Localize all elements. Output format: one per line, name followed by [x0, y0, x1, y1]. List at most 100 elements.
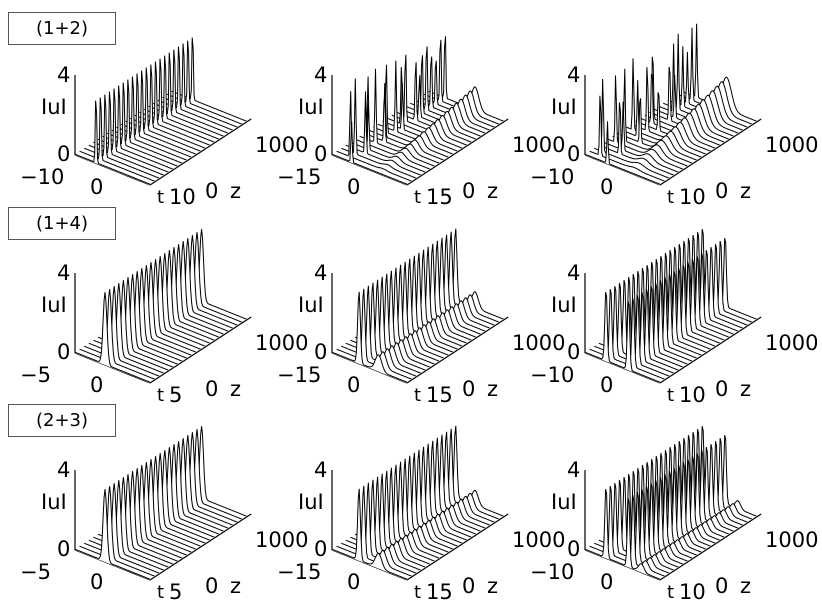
y-tick-label-min: 0: [567, 340, 581, 364]
t-tick-label-right: 15: [426, 383, 453, 407]
y-tick-label-max: 4: [57, 458, 71, 482]
t-tick-label-left: −10: [530, 363, 575, 387]
y-tick-label-max: 4: [57, 261, 71, 285]
series-line: [584, 291, 661, 383]
curve-fill: [378, 60, 453, 155]
z-tick-label-max: 1000: [255, 528, 309, 552]
z-axis-label: z: [740, 377, 752, 401]
y-tick-label-max: 4: [314, 458, 328, 482]
series-line: [331, 121, 408, 185]
t-tick-label-right: 10: [679, 185, 706, 209]
waterfall-panel: 4 IuI 0 −10 0 10 t 0 z 1000: [530, 228, 819, 408]
t-axis-label: t: [157, 582, 165, 603]
series-line: [331, 488, 408, 580]
z-axis-label: z: [740, 574, 752, 598]
z-tick-label-min: 0: [715, 574, 729, 598]
z-axis-label: z: [487, 574, 499, 598]
z-tick-label-max: 1000: [765, 331, 819, 355]
t-tick-label-left: −10: [530, 560, 575, 584]
z-tick-label-max: 1000: [255, 331, 309, 355]
waterfall-panel: 4 IuI 0 −15 0 15 t 0 z 1000: [277, 425, 565, 605]
y-tick-label-min: 0: [314, 340, 328, 364]
waterfall-plot: [584, 228, 762, 384]
y-axis-label: IuI: [298, 95, 324, 119]
t-axis-label: t: [157, 385, 165, 406]
y-tick-label-max: 4: [567, 458, 581, 482]
series-line: [79, 289, 155, 380]
waterfall-plot: [331, 36, 509, 186]
y-tick-label-min: 0: [567, 537, 581, 561]
y-axis-label: IuI: [298, 490, 324, 514]
z-tick-label-min: 0: [205, 574, 219, 598]
series-line: [83, 483, 160, 574]
z-tick-label-min: 0: [462, 377, 476, 401]
t-tick-label-right: 5: [169, 383, 183, 407]
t-tick-label-left: −15: [277, 363, 322, 387]
z-axis-label: z: [487, 377, 499, 401]
y-tick-label-min: 0: [314, 142, 328, 166]
waterfall-panel: 4 IuI 0 −15 0 15 t 0 z 1000: [277, 228, 565, 408]
waterfall-panel: 4 IuI 0 −10 0 10 t 0 z 1000: [530, 425, 819, 605]
t-tick-label-mid: 0: [347, 373, 361, 397]
row-label-3: (2+3): [8, 404, 116, 437]
t-axis-label: t: [414, 582, 422, 603]
y-tick-label-max: 4: [314, 261, 328, 285]
series-line: [74, 489, 151, 580]
waterfall-plot: [331, 425, 509, 581]
y-axis-label: IuI: [41, 95, 67, 119]
t-axis-label: t: [414, 187, 422, 208]
z-axis-label: z: [230, 377, 242, 401]
y-axis-label: IuI: [551, 490, 577, 514]
curve-fill: [75, 489, 150, 580]
t-tick-label-left: −5: [20, 363, 51, 387]
waterfall-plot: [331, 228, 509, 384]
t-tick-label-right: 15: [426, 580, 453, 604]
t-tick-label-left: −10: [530, 165, 575, 189]
series-line: [340, 78, 417, 179]
series-line: [74, 100, 151, 185]
series-line: [74, 292, 151, 383]
z-axis-label: z: [230, 179, 242, 203]
curve-fill: [368, 83, 444, 161]
y-tick-label-min: 0: [567, 142, 581, 166]
series-line: [368, 83, 445, 161]
z-tick-label-max: 1000: [512, 133, 566, 157]
t-tick-label-right: 10: [679, 383, 706, 407]
y-axis-label: IuI: [298, 293, 324, 317]
z-axis-label: z: [740, 179, 752, 203]
series-line: [612, 68, 688, 167]
series-line: [584, 121, 661, 185]
t-tick-label-right: 5: [169, 580, 183, 604]
series-line: [79, 486, 155, 577]
t-tick-label-mid: 0: [90, 570, 104, 594]
z-tick-label-min: 0: [205, 377, 219, 401]
row-label-1: (1+2): [8, 12, 116, 45]
t-axis-label: t: [414, 385, 422, 406]
series-line: [83, 286, 160, 377]
z-tick-label-min: 0: [462, 574, 476, 598]
y-tick-label-min: 0: [57, 537, 71, 561]
waterfall-plot: [584, 425, 762, 581]
y-tick-label-max: 4: [567, 63, 581, 87]
curve-fill: [75, 292, 150, 383]
waterfall-plot: [584, 23, 762, 186]
series-line: [373, 64, 449, 158]
z-axis: [659, 118, 762, 186]
t-tick-label-mid: 0: [90, 175, 104, 199]
z-axis: [659, 513, 762, 581]
curve-fill: [585, 292, 660, 383]
y-tick-label-max: 4: [567, 261, 581, 285]
series-line: [584, 488, 661, 580]
y-axis-label: IuI: [41, 490, 67, 514]
curve-fill: [336, 91, 412, 182]
waterfall-panel: 4 IuI 0 −10 0 10 t 0 z 1000: [20, 30, 308, 210]
z-tick-label-min: 0: [462, 179, 476, 203]
t-tick-label-left: −5: [20, 560, 51, 584]
z-axis-label: z: [487, 179, 499, 203]
z-tick-label-min: 0: [715, 179, 729, 203]
t-tick-label-right: 10: [169, 185, 196, 209]
z-tick-label-max: 1000: [765, 528, 819, 552]
y-tick-label-min: 0: [57, 340, 71, 364]
t-tick-label-right: 10: [679, 580, 706, 604]
z-tick-label-min: 0: [715, 377, 729, 401]
